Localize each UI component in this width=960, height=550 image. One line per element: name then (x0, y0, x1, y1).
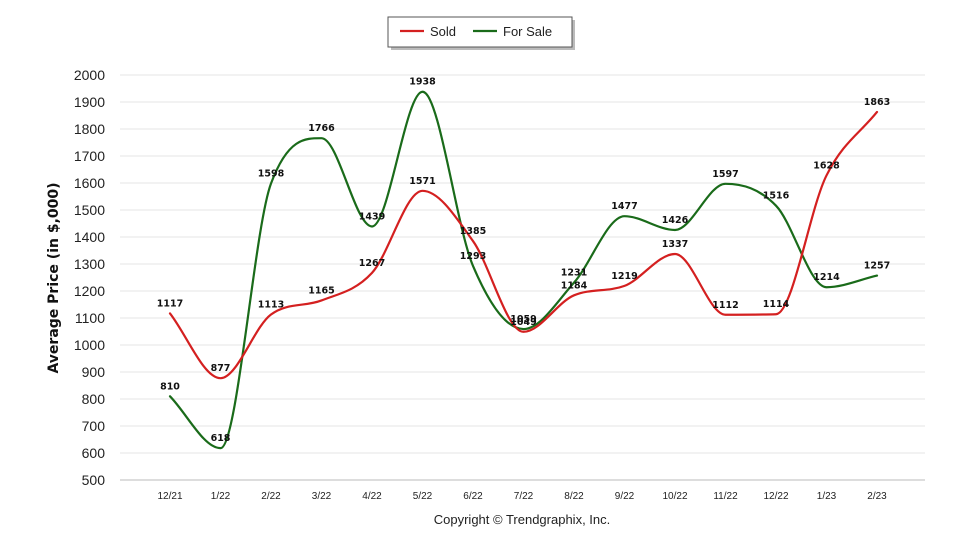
x-tick-label: 9/22 (615, 491, 635, 502)
data-label-for-sale: 1766 (308, 123, 335, 134)
y-tick-label: 2000 (74, 67, 105, 83)
copyright-footer: Copyright © Trendgraphix, Inc. (434, 512, 611, 527)
y-tick-label: 1000 (74, 337, 105, 353)
y-tick-label: 1400 (74, 229, 105, 245)
data-label-for-sale: 618 (211, 433, 231, 444)
data-labels: 1117 877 1113 1165 1267 1571 1385 1049 1184 1219 1… (157, 77, 890, 444)
data-label-for-sale: 1214 (813, 272, 840, 283)
y-tick-label: 700 (82, 418, 106, 434)
data-label-for-sale: 1439 (359, 211, 385, 222)
x-tick-label: 8/22 (564, 491, 584, 502)
x-tick-label: 7/22 (514, 491, 534, 502)
data-label-sold: 1114 (763, 299, 790, 310)
data-label-sold: 1628 (813, 160, 840, 171)
y-tick-label: 1700 (74, 148, 105, 164)
x-tick-label: 3/22 (312, 491, 332, 502)
data-label-sold: 1117 (157, 298, 183, 309)
data-label-for-sale: 1293 (460, 251, 486, 262)
data-label-for-sale: 1231 (561, 268, 587, 279)
data-label-for-sale: 1426 (662, 215, 689, 226)
series-line-sold (168, 110, 879, 380)
data-label-for-sale: 1938 (409, 77, 436, 88)
y-axis-label: Average Price (in $,000) (46, 182, 62, 373)
x-tick-label: 1/22 (211, 491, 231, 502)
x-tick-label: 10/22 (662, 491, 687, 502)
x-tick-label: 5/22 (413, 491, 433, 502)
data-label-sold: 877 (211, 363, 231, 374)
series-lines (168, 90, 879, 450)
data-label-for-sale: 1477 (611, 201, 637, 212)
y-tick-label: 1300 (74, 256, 105, 272)
gridlines (120, 74, 925, 481)
data-label-sold: 1184 (561, 280, 588, 291)
data-label-for-sale: 1516 (763, 191, 790, 202)
y-tick-label: 1900 (74, 94, 105, 110)
data-label-sold: 1219 (611, 271, 637, 282)
y-tick-label: 1500 (74, 202, 105, 218)
data-label-sold: 1113 (258, 299, 284, 310)
x-tick-label: 2/23 (867, 491, 887, 502)
data-label-sold: 1049 (510, 317, 536, 328)
data-label-sold: 1112 (712, 300, 738, 311)
x-tick-label: 12/22 (763, 491, 788, 502)
x-tick-label: 2/22 (261, 491, 281, 502)
y-tick-label: 800 (82, 391, 106, 407)
y-tick-label: 500 (82, 472, 106, 488)
y-tick-label: 900 (82, 364, 106, 380)
data-label-for-sale: 1059 (510, 314, 536, 325)
legend: Sold For Sale (387, 16, 575, 50)
data-label-for-sale: 1598 (258, 169, 285, 180)
y-tick-label: 600 (82, 445, 106, 461)
data-label-sold: 1863 (864, 97, 890, 108)
y-axis: 500 600 700 800 900 1000 1100 1200 1300 1400 1500 1… (74, 67, 105, 488)
x-tick-label: 12/21 (157, 491, 182, 502)
series-line-for-sale (168, 90, 879, 450)
y-tick-label: 1100 (75, 310, 105, 326)
data-label-sold: 1571 (409, 176, 435, 187)
y-tick-label: 1800 (74, 121, 105, 137)
x-tick-label: 4/22 (362, 491, 382, 502)
data-label-sold: 1165 (308, 285, 334, 296)
data-label-for-sale: 1257 (864, 261, 890, 272)
data-label-for-sale: 810 (160, 381, 180, 392)
x-tick-label: 6/22 (463, 491, 483, 502)
x-axis: 12/21 1/22 2/22 3/22 4/22 5/22 6/22 7/22 8/22 9/2… (157, 491, 887, 502)
legend-label-for-sale: For Sale (503, 24, 552, 39)
data-label-sold: 1385 (460, 226, 486, 237)
y-tick-label: 1200 (74, 283, 105, 299)
x-tick-label: 1/23 (817, 491, 837, 502)
x-tick-label: 11/22 (713, 491, 738, 502)
data-label-sold: 1337 (662, 239, 688, 250)
data-label-for-sale: 1597 (712, 169, 738, 180)
data-label-sold: 1267 (359, 258, 385, 269)
y-tick-label: 1600 (74, 175, 105, 191)
legend-label-sold: Sold (430, 24, 456, 39)
